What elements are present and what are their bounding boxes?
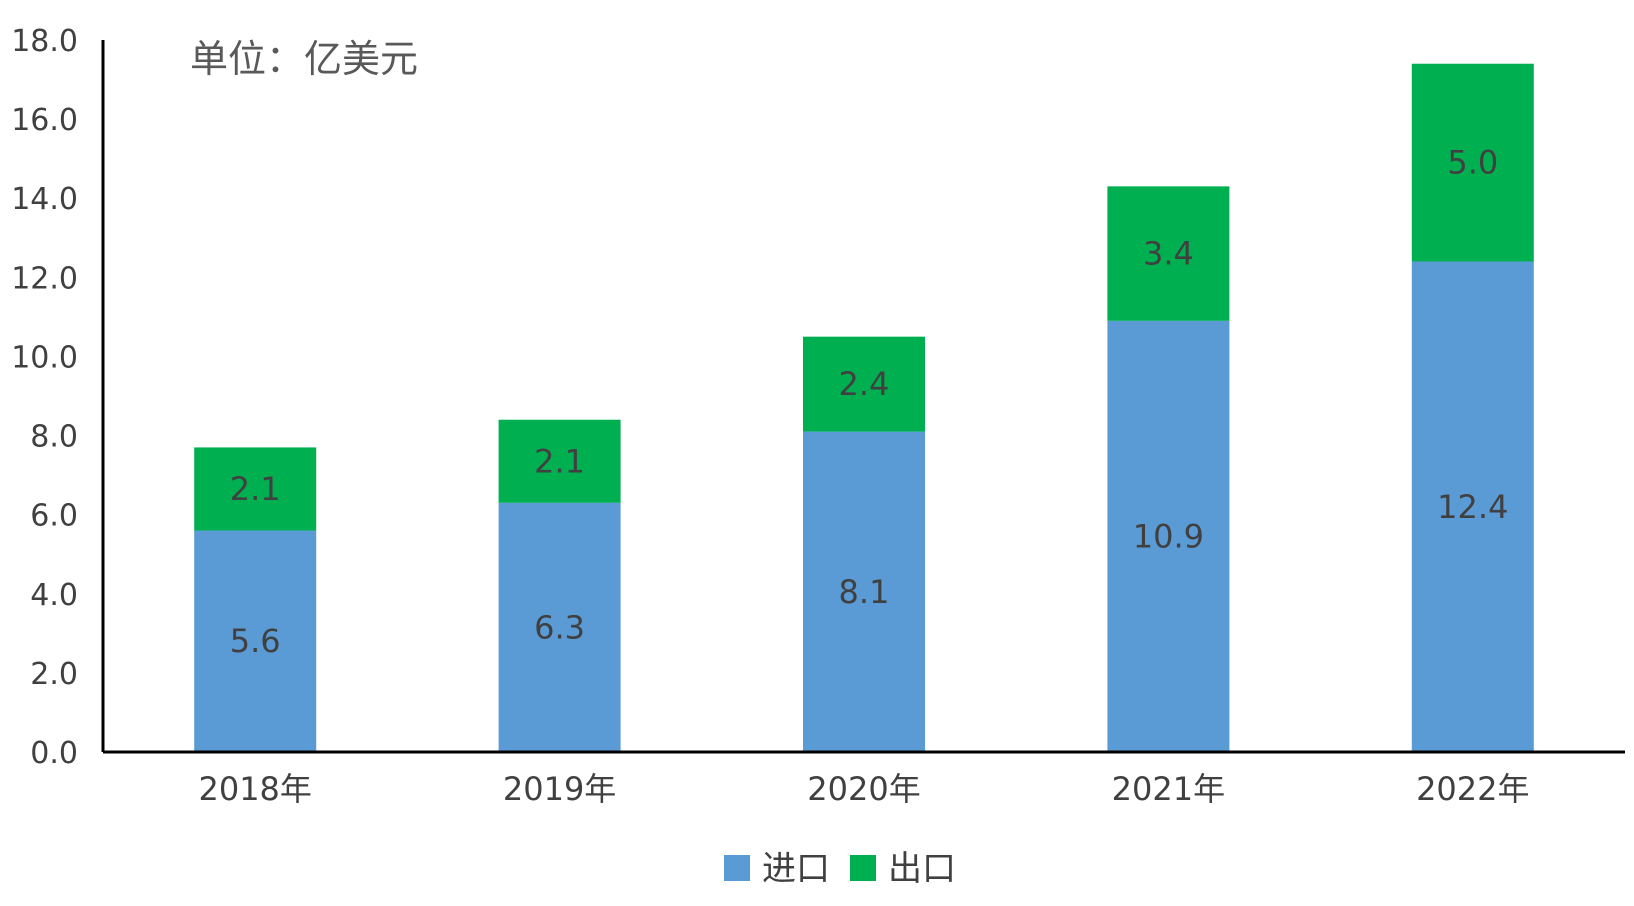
bar-value-label: 5.0 [1447, 144, 1498, 182]
y-tick-label: 18.0 [11, 24, 78, 59]
legend-swatch-import [724, 855, 750, 881]
y-tick-label: 0.0 [30, 736, 78, 771]
y-tick-label: 6.0 [30, 499, 78, 534]
bar-import-1 [498, 502, 621, 752]
bar-export-1 [498, 419, 621, 503]
y-axis-ticks: 0.0 2.0 4.0 6.0 8.0 10.0 12.0 14.0 16.0 18.0 [11, 24, 78, 771]
x-tick-label: 2020年 [807, 770, 920, 808]
bar-value-label: 2.1 [534, 442, 585, 480]
y-tick-label: 4.0 [30, 578, 78, 613]
bar-export-0 [194, 447, 317, 531]
bar-value-label: 10.9 [1133, 517, 1204, 555]
y-tick-label: 12.0 [11, 261, 78, 296]
bar-import-0 [194, 530, 317, 752]
x-tick-label: 2022年 [1416, 770, 1529, 808]
bar-import-4 [1411, 261, 1534, 752]
x-tick-label: 2018年 [198, 770, 311, 808]
x-tick-label: 2021年 [1112, 770, 1225, 808]
y-tick-label: 10.0 [11, 340, 78, 375]
bar-export-4 [1411, 63, 1534, 262]
unit-label: 单位：亿美元 [190, 37, 418, 81]
bar-value-label: 12.4 [1437, 488, 1508, 526]
bar-export-2 [803, 336, 925, 432]
bar-value-label: 3.4 [1143, 235, 1194, 273]
y-tick-label: 14.0 [11, 182, 78, 217]
y-tick-label: 2.0 [30, 657, 78, 692]
bar-value-label: 2.4 [839, 365, 890, 403]
y-tick-label: 16.0 [11, 103, 78, 138]
legend-label-export: 出口 [888, 849, 956, 889]
x-axis-labels: 2018年 2019年 2020年 2021年 2022年 [198, 770, 1529, 808]
bar-value-label: 8.1 [839, 573, 890, 611]
bar-import-2 [803, 431, 925, 752]
bar-value-label: 6.3 [534, 608, 585, 646]
legend-label-import: 进口 [762, 849, 830, 889]
bar-value-label: 2.1 [230, 470, 281, 508]
axes [101, 40, 1625, 754]
bar-value-label: 5.6 [230, 622, 281, 660]
legend: 进口 出口 [724, 849, 956, 889]
bars-group: 5.6 2.1 6.3 2.1 8.1 2.4 10.9 3.4 12.4 5.0 [194, 63, 1534, 752]
bar-export-3 [1107, 186, 1230, 321]
bar-import-3 [1107, 320, 1230, 752]
y-tick-label: 8.0 [30, 420, 78, 455]
legend-swatch-export [850, 855, 876, 881]
x-tick-label: 2019年 [503, 770, 616, 808]
